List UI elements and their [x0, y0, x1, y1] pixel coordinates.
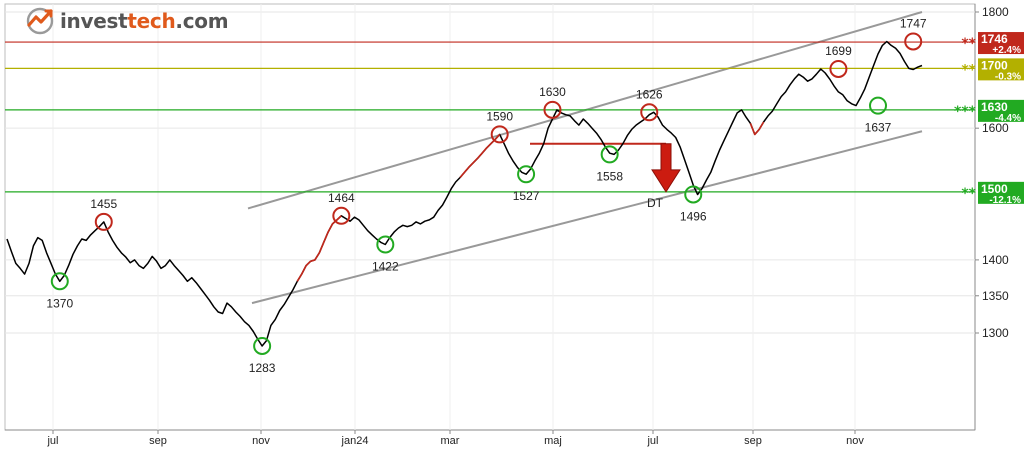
price-highlight-segment [459, 133, 501, 179]
low-point-marker [684, 185, 703, 204]
trend-channel-lower [251, 130, 923, 305]
low-point-label: 1637 [865, 121, 892, 135]
level-badge-change: -12.1% [989, 195, 1021, 206]
logo-text-c: .com [175, 9, 229, 33]
level-badge-value: 1500 [981, 182, 1008, 196]
high-point-marker [543, 100, 562, 119]
level-badge [978, 99, 1024, 122]
y-tick-label: 1350 [982, 289, 1009, 303]
level-badges: ** 1746+2.4% ** 1700-0.3% *** 1630-4.4% ** 1500… [954, 32, 1024, 206]
low-point-marker [50, 272, 69, 291]
pattern-label: DT [647, 196, 664, 210]
level-badge-change: -0.3% [995, 71, 1021, 82]
high-point-label: 1464 [328, 191, 355, 205]
low-point-marker [600, 145, 619, 164]
level-stars: ** [961, 62, 976, 78]
price-series [6, 40, 923, 347]
y-axis: 1300 1350 1400 1600 1800 [975, 5, 1009, 340]
turning-points: 1370 1455 1283 1464 1422 1590 1527 1630 1558 1626… [46, 16, 926, 375]
low-point-label: 1558 [596, 169, 623, 183]
x-tick-label: maj [544, 435, 562, 447]
low-point-marker [517, 165, 536, 184]
price-highlight-segment [749, 121, 765, 136]
double-top-pattern: DT [530, 142, 681, 210]
level-badge-change: -4.4% [995, 113, 1021, 124]
logo-text-b: tech [127, 9, 176, 33]
x-tick-label: sep [149, 435, 167, 447]
horizontal-levels [5, 41, 975, 193]
x-tick-label: mar [441, 435, 460, 447]
high-point-marker [490, 125, 509, 144]
logo-text-a: invest [60, 9, 128, 33]
high-point-label: 1590 [486, 109, 513, 123]
x-tick-label: nov [252, 435, 270, 447]
low-point-marker [253, 336, 272, 355]
low-point-label: 1370 [46, 296, 73, 310]
high-point-marker [829, 59, 848, 78]
x-tick-label: jan24 [341, 435, 369, 447]
high-point-label: 1630 [539, 85, 566, 99]
level-badge [978, 181, 1024, 204]
high-point-label: 1747 [900, 16, 927, 30]
high-point-label: 1455 [90, 197, 117, 211]
low-point-marker [376, 235, 395, 254]
logo-wordmark: investtech.com [60, 9, 229, 33]
level-badge [978, 58, 1024, 81]
level-stars: ** [961, 36, 976, 52]
low-point-label: 1496 [680, 209, 707, 223]
level-badge-value: 1630 [981, 100, 1008, 114]
high-point-marker [94, 212, 113, 231]
x-tick-label: nov [846, 435, 864, 447]
x-tick-label: jul [46, 435, 58, 447]
low-point-label: 1527 [513, 189, 540, 203]
level-badge [978, 32, 1024, 55]
price-highlight-segment [296, 215, 342, 282]
high-point-marker [904, 32, 923, 51]
high-point-label: 1626 [636, 87, 663, 101]
investtech-swoosh-icon [26, 7, 54, 35]
level-badge-value: 1700 [981, 58, 1008, 72]
y-tick-label: 1300 [982, 326, 1009, 340]
high-point-marker [640, 103, 659, 122]
low-point-marker [869, 96, 888, 115]
y-tick-label: 1400 [982, 253, 1009, 267]
level-badge-change: +2.4% [992, 45, 1021, 56]
target-arrow [651, 143, 681, 193]
level-stars: *** [954, 104, 977, 120]
high-point-label: 1699 [825, 44, 852, 58]
level-stars: ** [961, 186, 976, 202]
x-tick-label: sep [744, 435, 762, 447]
low-point-label: 1422 [372, 260, 399, 274]
y-tick-label: 1600 [982, 121, 1009, 135]
y-tick-label: 1800 [982, 5, 1009, 19]
chart-grid [4, 3, 976, 431]
price-line [6, 40, 923, 347]
low-point-label: 1283 [249, 361, 276, 375]
x-tick-label: jul [646, 435, 658, 447]
high-point-marker [332, 206, 351, 225]
level-badge-value: 1746 [981, 32, 1008, 46]
investtech-logo[interactable]: investtech.com [24, 6, 229, 36]
x-axis: jul sep nov jan24 mar maj jul sep nov [46, 430, 864, 447]
